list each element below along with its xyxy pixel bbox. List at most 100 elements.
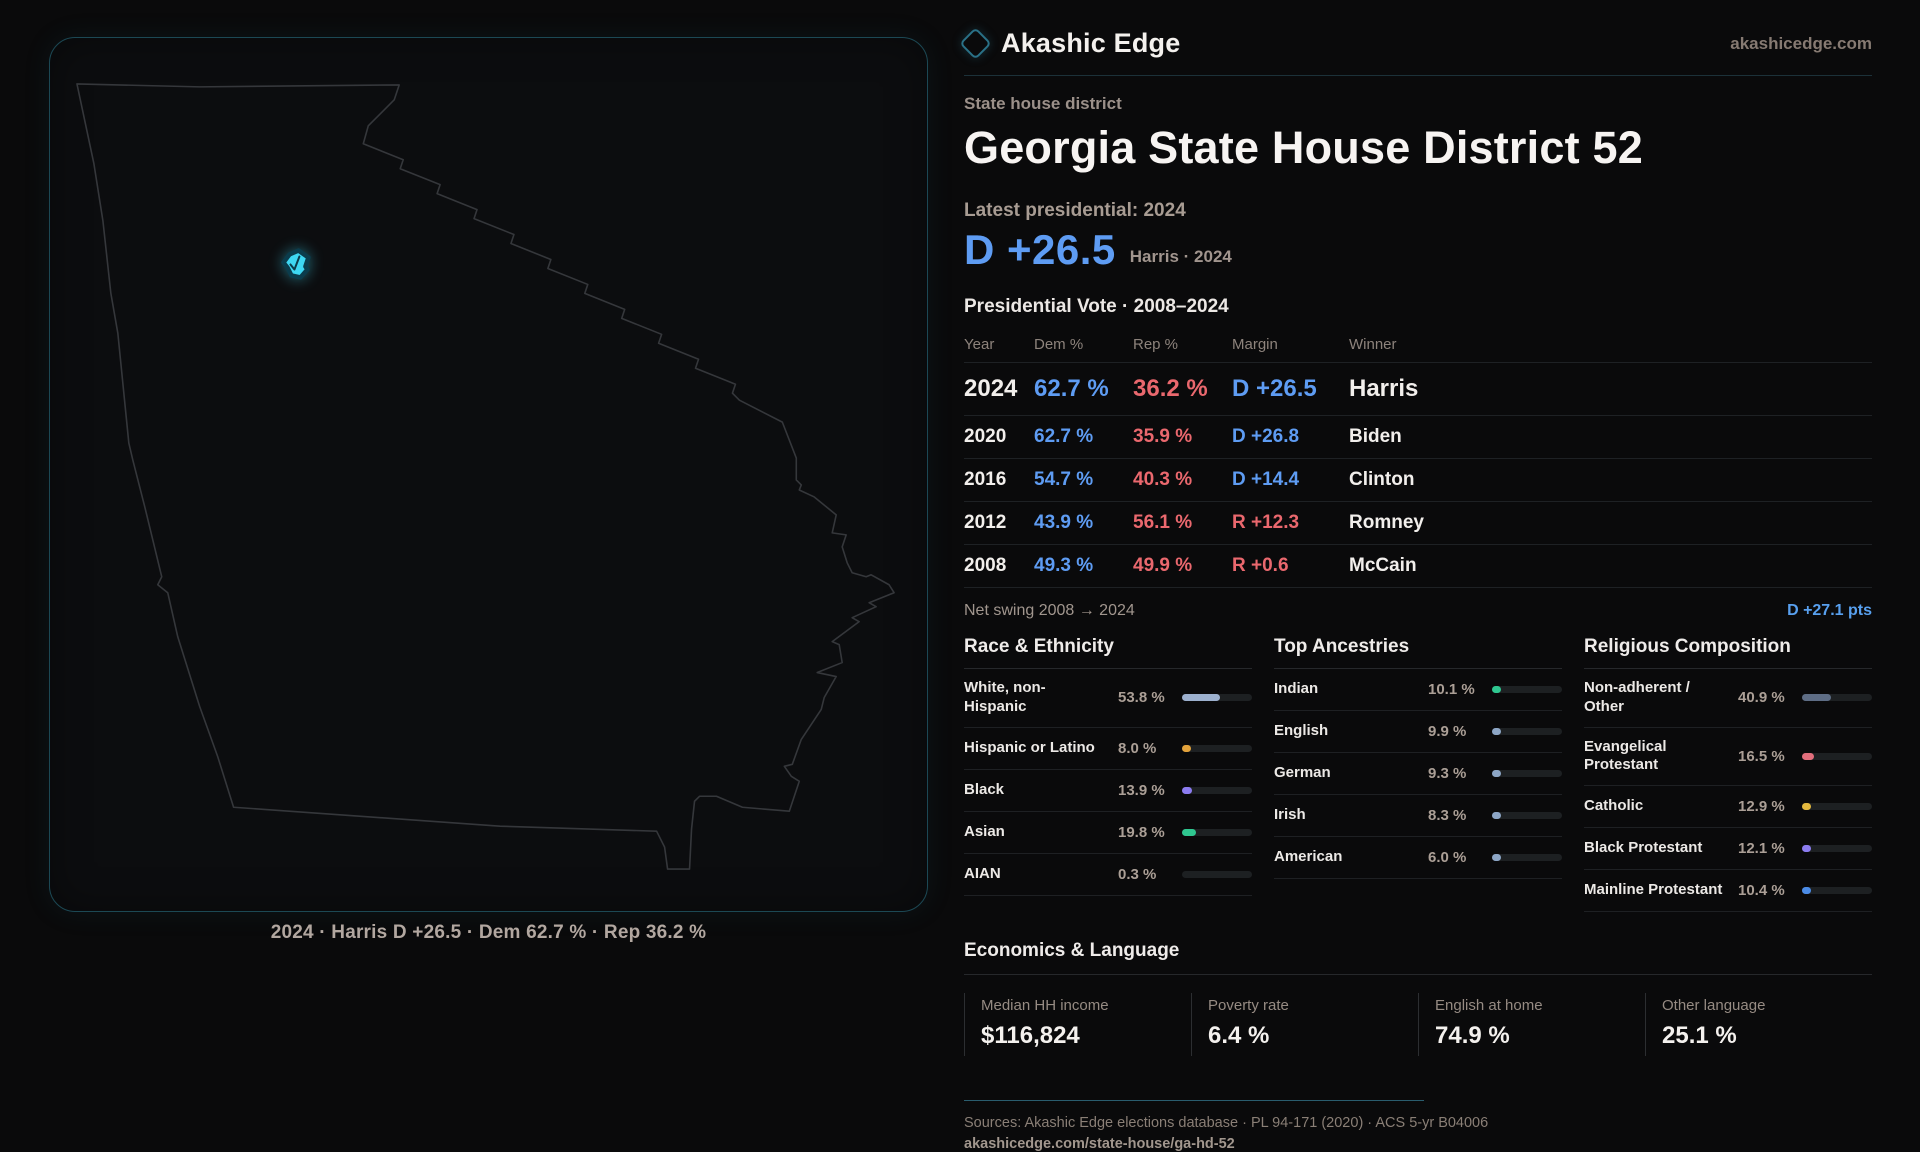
georgia-outline xyxy=(76,83,895,870)
demo-row-value: 13.9 % xyxy=(1118,781,1165,799)
net-swing-row: Net swing 2008 → 2024 D +27.1 pts xyxy=(964,602,1872,620)
hero-margin-value: D +26.5 xyxy=(964,226,1116,273)
demo-row-label: Indian xyxy=(1274,680,1319,698)
bar-track xyxy=(1802,887,1872,894)
demo-row-label: German xyxy=(1274,764,1331,782)
vote-dem-share: 54.7 % xyxy=(1034,469,1094,490)
demo-section-title: Race & Ethnicity xyxy=(964,636,1252,669)
vote-margin: R +0.6 xyxy=(1232,555,1289,576)
bar-track xyxy=(1492,770,1562,777)
demo-section-race: Race & Ethnicity White, non- Hispanic 53.8… xyxy=(964,636,1252,912)
demo-row-label: Catholic xyxy=(1584,797,1644,815)
vote-table-header: Year Dem % Rep % Margin Winner xyxy=(964,328,1872,363)
demo-row-label: Mainline Protestant xyxy=(1584,881,1723,899)
vote-margin: D +26.5 xyxy=(1232,375,1317,402)
vote-row-2024: 2024 62.7 % 36.2 % D +26.5 Harris xyxy=(964,363,1872,416)
bar-track xyxy=(1182,694,1252,702)
vote-rep-share: 40.3 % xyxy=(1133,469,1193,490)
vote-col-header-margin: Margin xyxy=(1232,336,1278,353)
demo-row-value: 9.3 % xyxy=(1428,765,1467,782)
vote-rep-share: 36.2 % xyxy=(1133,375,1208,402)
demo-row: Hispanic or Latino 8.0 % xyxy=(964,728,1252,770)
vote-row-2020: 2020 62.7 % 35.9 % D +26.8 Biden xyxy=(964,416,1872,459)
demo-row: AIAN 0.3 % xyxy=(964,854,1252,896)
stat-value: $116,824 xyxy=(981,1022,1080,1049)
demo-row-label: Black xyxy=(964,780,1005,798)
bar-track xyxy=(1802,845,1872,852)
stat-label: English at home xyxy=(1435,997,1543,1014)
district-report: Akashic Edge akashicedge.com State house… xyxy=(959,27,1872,1152)
page-url-link[interactable]: akashicedge.com/state-house/ga-hd-52 xyxy=(964,1136,1235,1152)
demo-row-label: American xyxy=(1274,848,1343,866)
stat-label: Poverty rate xyxy=(1208,997,1289,1014)
demo-section-religion: Religious Composition Non-adherent / Othe… xyxy=(1584,636,1872,912)
demo-row-value: 10.1 % xyxy=(1428,681,1475,698)
vote-winner: Clinton xyxy=(1349,469,1415,490)
bar-track xyxy=(1492,812,1562,819)
bar-track xyxy=(1802,694,1872,702)
stat-value: 25.1 % xyxy=(1662,1022,1737,1049)
bar-fill xyxy=(1492,770,1501,777)
demo-row: Evangelical Protestant 16.5 % xyxy=(1584,728,1872,786)
vote-col-header-dem: Dem % xyxy=(1034,336,1084,353)
bar-fill xyxy=(1492,854,1501,861)
vote-winner: Romney xyxy=(1349,512,1424,533)
demo-row: American 6.0 % xyxy=(1274,837,1562,879)
demo-row-label: White, non- Hispanic xyxy=(964,679,1046,715)
district-marker[interactable] xyxy=(281,248,311,280)
stat-block: Other language 25.1 % xyxy=(1645,993,1872,1056)
vote-margin: D +14.4 xyxy=(1232,469,1300,490)
stat-value: 74.9 % xyxy=(1435,1022,1510,1049)
presidential-vote-table: Year Dem % Rep % Margin Winner 2024 62.7 % 36.… xyxy=(964,328,1872,588)
demo-row-value: 0.3 % xyxy=(1118,865,1157,883)
map-caption: 2024 · Harris D +26.5 · Dem 62.7 % · Rep… xyxy=(270,922,707,943)
demo-row: Mainline Protestant 10.4 % xyxy=(1584,870,1872,912)
brand-name: Akashic Edge xyxy=(1001,28,1181,58)
district-type-kicker: State house district xyxy=(964,94,1122,113)
bar-track xyxy=(1492,728,1562,735)
vote-rep-share: 49.9 % xyxy=(1133,555,1193,576)
vote-col-header-winner: Winner xyxy=(1349,336,1397,353)
economics-stats-row: Median HH income $116,824 Poverty rate 6.4 … xyxy=(964,993,1872,1056)
bar-track xyxy=(1802,752,1872,760)
demo-row-value: 19.8 % xyxy=(1118,823,1165,841)
vote-col-header-rep: Rep % xyxy=(1133,336,1179,353)
demo-row-value: 8.3 % xyxy=(1428,807,1467,824)
footer-divider xyxy=(964,1100,1424,1101)
demo-row: White, non- Hispanic 53.8 % xyxy=(964,669,1252,728)
vote-winner: Harris xyxy=(1349,375,1419,402)
demo-row-label: Hispanic or Latino xyxy=(964,738,1095,756)
demo-row-label: Non-adherent / Other xyxy=(1584,679,1690,715)
demo-row-label: Asian xyxy=(964,822,1005,840)
demo-row-value: 12.1 % xyxy=(1738,840,1785,857)
demo-section-ancestry: Top Ancestries Indian 10.1 % English 9.9 % Ge… xyxy=(1274,636,1562,912)
vote-margin: R +12.3 xyxy=(1232,512,1300,533)
stat-block: Poverty rate 6.4 % xyxy=(1191,993,1418,1056)
demo-row-value: 12.9 % xyxy=(1738,798,1785,815)
bar-track xyxy=(1802,803,1872,810)
bar-fill xyxy=(1802,752,1814,760)
bar-fill xyxy=(1182,694,1220,702)
bar-track xyxy=(1492,686,1562,693)
bar-fill xyxy=(1492,686,1501,693)
demo-row-label: Irish xyxy=(1274,806,1306,824)
bar-track xyxy=(1182,828,1252,836)
demo-row-value: 8.0 % xyxy=(1118,739,1157,757)
bar-fill xyxy=(1492,812,1501,819)
demo-row-label: English xyxy=(1274,722,1329,740)
vote-rep-share: 56.1 % xyxy=(1133,512,1193,533)
demo-row: English 9.9 % xyxy=(1274,711,1562,753)
demo-row-value: 16.5 % xyxy=(1738,747,1785,765)
vote-year: 2024 xyxy=(964,375,1018,402)
bar-fill xyxy=(1182,828,1196,836)
demo-row-value: 40.9 % xyxy=(1738,689,1785,707)
bar-fill xyxy=(1802,887,1811,894)
bar-fill xyxy=(1802,803,1812,810)
bar-fill xyxy=(1492,728,1501,735)
bar-fill xyxy=(1182,744,1191,752)
bar-fill xyxy=(1182,786,1192,794)
bar-fill xyxy=(1802,845,1811,852)
site-domain-link[interactable]: akashicedge.com xyxy=(1730,33,1872,53)
bar-track xyxy=(1182,786,1252,794)
demo-row: Catholic 12.9 % xyxy=(1584,786,1872,828)
